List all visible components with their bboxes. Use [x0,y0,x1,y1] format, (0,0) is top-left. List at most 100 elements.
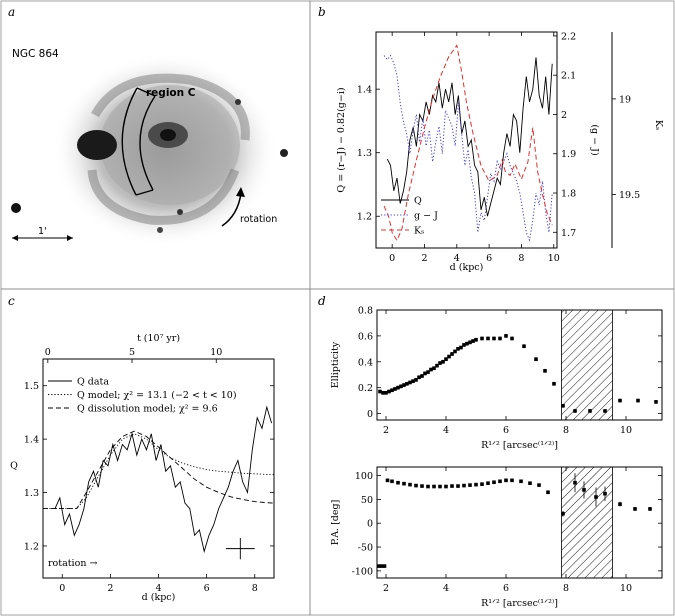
chart-d-bottom-ytick-label: -100 [352,566,373,577]
chart-d-bottom-xtick-label: 2 [383,583,389,594]
chart-d-bottom-data-point [492,480,496,485]
chart-d-bottom-data-point [414,483,418,488]
chart-b-legend-label: g − J [414,211,438,222]
chart-b-ytick-label: 1.2 [357,212,372,223]
panel-frame-b [309,0,675,290]
chart-d-bottom-xtick-label: 8 [563,583,569,594]
chart-d-top-xlabel: R¹ᐟ² [arcsec⁽¹ᐟ²⁾] [481,440,558,451]
chart-c-xtick-label: 4 [155,583,161,594]
chart-b-ytick-right-label: 2.1 [561,71,576,82]
panel-label-d: d [318,294,326,308]
chart-c-xlabel: d (kpc) [142,592,176,603]
chart-c-ytick-label: 1.3 [24,488,39,499]
scale-bar-arrow-right [67,235,73,241]
chart-d-top-data-point [390,388,394,393]
chart-d-top-data-point [381,391,385,395]
chart-d-bottom-data-point [528,481,532,485]
chart-c-xtick-label: 2 [107,583,113,594]
chart-d-top-data-point [474,337,478,342]
chart-d-top-ytick-label: 0.8 [358,306,373,317]
chart-d-bottom-data-point [486,481,490,485]
chart-d-bottom-data-point [396,480,400,485]
chart-c-legend-label: Q dissolution model; χ² = 9.6 [77,404,218,415]
chart-d-top-data-point [384,391,388,395]
chart-c-ytick-label: 1.2 [24,541,39,552]
chart-d-top-data-point [438,361,442,365]
chart-d-bottom-data-point [519,479,523,484]
chart-d-bottom-data-point [438,484,442,489]
chart-d-top-data-point [552,381,556,386]
chart-c-ylabel: Q [10,461,18,472]
rotation-label: rotation [240,214,277,225]
chart-d-bottom-data-point [382,564,387,568]
chart-d-top-data-point [444,357,448,361]
chart-d-bottom-data-point [504,478,508,483]
chart-d-bottom-data-point [510,478,514,483]
chart-d-top-data-point [603,409,607,413]
chart-b-ytick-right-label: 1.7 [561,228,576,239]
chart-d-top-shaded-region [561,309,613,421]
chart-b-ytick-right-label: 2 [561,110,567,121]
chart-d-top-data-point [432,366,436,371]
chart-d-top-data-point [399,384,403,389]
chart-d-bottom-data-point [537,483,541,487]
rotation-arrowhead [236,187,245,197]
chart-b-series-line [383,44,553,242]
chart-c-xtick-top-label: 0 [45,347,51,358]
chart-d-top-data-point [393,387,397,391]
chart-d-top-plot-frame [376,309,663,421]
chart-d-top-data-point [486,336,490,341]
chart-d-top-data-point [453,349,457,354]
region-c-arc [121,87,156,196]
chart-d-top-xtick-label: 8 [563,425,569,436]
chart-b-legend-label: Kₛ [414,226,424,237]
chart-d-top-data-point [498,336,502,341]
chart-d-top-ytick-label: 0 [367,409,373,420]
chart-c-legend-label: Q data [77,377,109,388]
chart-b-ylabel-ks: Kₛ [653,120,664,130]
chart-b-ylabel: Q = (r−J) − 0.82(g−i) [336,87,347,192]
chart-b-ytick-right-label: 1.8 [561,189,576,200]
chart-d-bottom-data-point [498,479,502,484]
galaxy-name: NGC 864 [12,48,59,60]
chart-d-bottom-data-point [648,507,652,511]
chart-d-top-data-point [414,378,418,382]
chart-b-xtick-label: 10 [548,253,560,264]
chart-d-bottom-ytick-label: 50 [361,495,373,506]
chart-d-bottom-ylabel: P.A. [deg] [330,500,341,546]
chart-b: 0 2 4 6 8 10 1.2 1.3 1.4 1.7 1.8 1.9 2 2.1 2.2 19 19.5 d … [336,31,664,273]
chart-d-bottom-data-point [594,495,598,499]
chart-b-xtick-label: 8 [518,253,524,264]
chart-d-top-data-point [429,367,433,372]
chart-d-top-data-point [447,354,451,359]
chart-d-top-data-point [423,371,427,376]
chart-d-bottom-data-point [633,507,637,511]
chart-b-ylabel-right: (g − J) [589,124,600,155]
chart-d-bottom-plot-frame [376,466,663,579]
chart-b-xlabel: d (kpc) [450,262,484,273]
chart-d-ellipticity: 2 4 6 8 10 0 0.2 0.4 0.6 0.8 R¹ᐟ² [arcsec⁽¹ᐟ²⁾] Ell… [330,306,663,451]
chart-b-xtick-label: 0 [389,253,395,264]
region-c-label: region C [146,87,196,99]
chart-d-top-ytick-label: 0.2 [358,383,373,394]
chart-d-top-data-point [396,385,400,390]
chart-d-bottom-data-point [582,488,586,492]
chart-c-series-line [43,433,274,510]
chart-d-top-data-point [441,359,445,364]
chart-d-top-data-point [510,336,514,341]
panel-label-a: a [8,5,15,19]
chart-c-ytick-label: 1.5 [24,381,39,392]
scale-bar-arrow-left [12,235,18,241]
chart-d-bottom-ytick-label: -50 [358,543,373,554]
chart-d-bottom-data-point [561,511,565,516]
chart-d-top-data-point [534,357,538,361]
chart-d-top-data-point [480,336,484,341]
panel-label-b: b [318,5,326,19]
chart-d-top-data-point [465,341,469,346]
chart-d-top-data-point [471,339,475,343]
chart-d-bottom-data-point [618,502,622,506]
chart-c-xtick-label: 0 [59,583,65,594]
chart-d-bottom-xtick-label: 4 [443,583,449,594]
chart-d-top-data-point [405,381,409,386]
